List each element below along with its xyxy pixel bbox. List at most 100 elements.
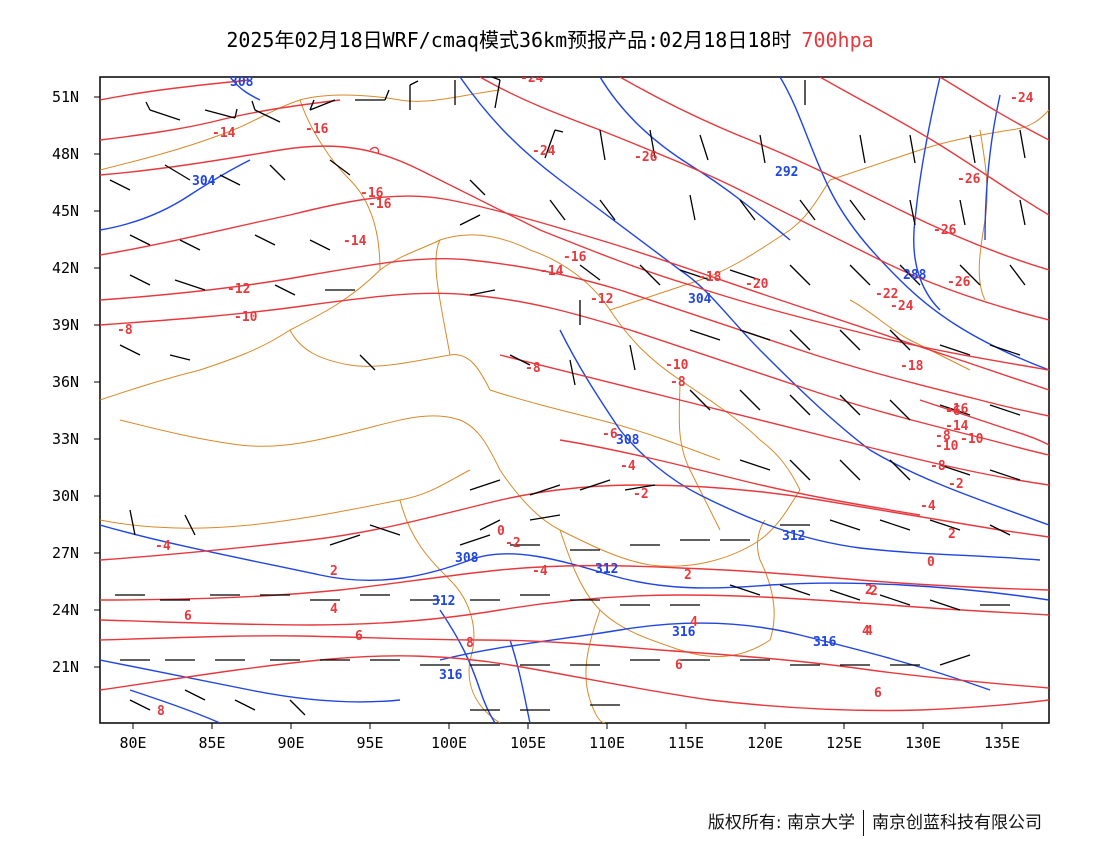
- height-label: 304: [688, 292, 712, 307]
- temperature-label: -8: [930, 459, 946, 474]
- temperature-label: -14: [945, 419, 969, 434]
- lat-label: 36N: [52, 373, 79, 391]
- lat-label: 33N: [52, 430, 79, 448]
- temperature-label: 4: [690, 615, 698, 630]
- lon-label: 85E: [198, 734, 225, 752]
- temperature-label: -8: [670, 375, 686, 390]
- temperature-label: -14: [343, 234, 367, 249]
- lon-label: 125E: [826, 734, 862, 752]
- temperature-label: -24: [532, 144, 556, 159]
- lat-axis: 51N 48N 45N 42N 39N 36N 33N 30N 27N 24N …: [52, 88, 79, 676]
- pressure-level: 700hpa: [801, 28, 874, 52]
- temperature-label: -24: [1010, 91, 1034, 106]
- temperature-label: 4: [865, 624, 873, 639]
- temperature-label: 6: [675, 658, 683, 673]
- temperature-label: 2: [330, 564, 338, 579]
- height-label: 308: [230, 75, 254, 90]
- temperature-label: -16: [563, 250, 587, 265]
- temperature-label: -10: [665, 358, 689, 373]
- height-label: 308: [455, 551, 479, 566]
- lon-label: 130E: [905, 734, 941, 752]
- temperature-label: 6: [874, 686, 882, 701]
- temperature-label: 8: [466, 636, 474, 651]
- temperature-label: -26: [947, 275, 971, 290]
- temperature-label: 2: [870, 584, 878, 599]
- temperature-label: -12: [227, 282, 250, 297]
- copyright-text: 版权所有: 南京大学: [707, 813, 855, 833]
- temperature-label: 2: [684, 568, 692, 583]
- lat-label: 27N: [52, 544, 79, 562]
- height-label: 292: [775, 165, 798, 180]
- map-title: 2025年02月18日WRF/cmaq模式36km预报产品:02月18日18时 7…: [0, 24, 1100, 53]
- title-main: 2025年02月18日WRF/cmaq模式36km预报产品:02月18日18时: [226, 28, 792, 52]
- temperature-label: -16: [945, 402, 969, 417]
- lon-label: 80E: [119, 734, 146, 752]
- temperature-label: -26: [634, 150, 658, 165]
- temperature-label: -4: [155, 539, 171, 554]
- temperature-label: 4: [862, 624, 870, 639]
- map-content: -14 -16 -16 -16 -14 -16 -14 -12 -10 -8 -…: [100, 71, 1049, 723]
- temperature-label: -24: [520, 71, 544, 86]
- lat-ticks: [94, 96, 100, 668]
- temperature-contours: [100, 77, 1049, 712]
- temperature-label: -8: [525, 361, 541, 376]
- lon-label: 90E: [277, 734, 304, 752]
- temperature-label: 4: [330, 602, 338, 617]
- temperature-label: -8: [935, 429, 951, 444]
- lat-label: 30N: [52, 487, 79, 505]
- temperature-label: -4: [532, 564, 548, 579]
- temperature-label: -16: [305, 122, 329, 137]
- temperature-label: -20: [745, 277, 769, 292]
- temperature-label: -10: [960, 432, 984, 447]
- lat-label: 45N: [52, 202, 79, 220]
- temperature-label: 2: [865, 583, 873, 598]
- lat-label: 39N: [52, 316, 79, 334]
- lon-axis: 80E 85E 90E 95E 100E 105E 110E 115E 120E…: [119, 734, 1020, 752]
- temperature-label: -4: [620, 459, 636, 474]
- temperature-label: -8: [117, 323, 133, 338]
- lat-label: 21N: [52, 658, 79, 676]
- height-label: 304: [192, 174, 216, 189]
- lon-label: 110E: [589, 734, 625, 752]
- temperature-label: 0: [497, 524, 505, 539]
- lon-ticks: [132, 723, 1003, 729]
- temperature-label: 6: [355, 629, 363, 644]
- height-label: 316: [439, 668, 463, 683]
- temperature-label: -2: [633, 487, 649, 502]
- lat-label: 42N: [52, 259, 79, 277]
- temperature-label: 6: [184, 609, 192, 624]
- temperature-label: -14: [540, 264, 564, 279]
- temperature-label: -10: [935, 439, 959, 454]
- lon-label: 95E: [356, 734, 383, 752]
- height-label: 312: [595, 562, 618, 577]
- lon-label: 105E: [510, 734, 546, 752]
- temperature-label: -26: [933, 223, 957, 238]
- lon-label: 115E: [668, 734, 704, 752]
- height-contours: [100, 77, 1049, 723]
- height-label-group: 308 304 292 288 304 308 308 312 312 316 …: [192, 75, 927, 683]
- temperature-label: -16: [368, 197, 392, 212]
- footer: 版权所有: 南京大学 南京创蓝科技有限公司: [708, 808, 1042, 836]
- lat-label: 48N: [52, 145, 79, 163]
- footer-divider: [863, 810, 864, 836]
- height-label: 288: [903, 268, 927, 283]
- temperature-label: -6: [602, 427, 618, 442]
- temperature-label: -12: [590, 292, 613, 307]
- height-label: 316: [813, 635, 837, 650]
- temperature-label: 8: [157, 704, 165, 719]
- height-label: 312: [782, 529, 805, 544]
- temperature-label: -2: [505, 536, 521, 551]
- height-label: 308: [616, 433, 640, 448]
- temperature-label: 2: [948, 527, 956, 542]
- temperature-label: -24: [890, 299, 914, 314]
- temperature-label: -10: [234, 310, 258, 325]
- plot-frame: [99, 76, 1050, 724]
- temperature-label: -22: [875, 287, 898, 302]
- height-label: 312: [432, 594, 455, 609]
- lon-label: 135E: [984, 734, 1020, 752]
- temperature-label: -16: [360, 186, 384, 201]
- temperature-label: -2: [948, 477, 964, 492]
- temperature-label-group: -14 -16 -16 -16 -14 -16 -14 -12 -10 -8 -…: [117, 71, 1034, 719]
- temperature-label: -18: [698, 270, 722, 285]
